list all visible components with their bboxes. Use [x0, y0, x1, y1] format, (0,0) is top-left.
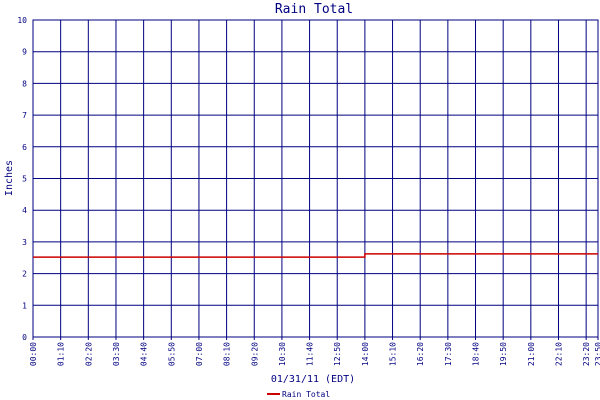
- series-line-rain-total: [33, 253, 598, 258]
- chart-title: Rain Total: [275, 2, 353, 17]
- x-tick-label: 03:30: [112, 342, 121, 366]
- y-tick-label: 10: [17, 16, 27, 25]
- x-tick-label: 10:30: [278, 342, 287, 366]
- y-tick-label: 6: [22, 143, 27, 152]
- x-tick-label: 02:20: [84, 342, 93, 366]
- x-tick-label: 16:20: [416, 342, 425, 366]
- y-tick-label: 9: [22, 48, 27, 57]
- x-tick-label: 15:10: [389, 342, 398, 366]
- legend-label: Rain Total: [282, 390, 330, 399]
- x-tick-label: 12:50: [333, 342, 342, 366]
- x-tick-label: 04:40: [140, 342, 149, 366]
- x-tick-label: 01:10: [57, 342, 66, 366]
- x-tick-label: 21:00: [527, 342, 536, 366]
- x-tick-label: 11:40: [306, 342, 315, 366]
- x-tick-label: 07:00: [195, 342, 204, 366]
- x-tick-label: 23:20: [582, 342, 591, 366]
- x-tick-label: 22:10: [554, 342, 563, 366]
- y-axis-label: Inches: [4, 160, 15, 196]
- y-tick-label: 0: [22, 333, 27, 342]
- y-tick-label: 5: [22, 175, 27, 184]
- x-tick-label: 00:00: [29, 342, 38, 366]
- y-tick-label: 3: [22, 238, 27, 247]
- legend: Rain Total: [267, 390, 330, 399]
- y-tick-label: 2: [22, 270, 27, 279]
- y-tick-label: 4: [22, 206, 27, 215]
- x-tick-label: 14:00: [361, 342, 370, 366]
- y-tick-label: 1: [22, 301, 27, 310]
- y-tick-label: 7: [22, 111, 27, 120]
- x-tick-label: 17:30: [444, 342, 453, 366]
- x-tick-label: 23:50: [594, 342, 600, 366]
- x-axis-label: 01/31/11 (EDT): [271, 374, 355, 385]
- x-tick-label: 09:20: [250, 342, 259, 366]
- x-tick-label: 18:40: [472, 342, 481, 366]
- x-tick-label: 05:50: [167, 342, 176, 366]
- x-tick-label: 08:10: [223, 342, 232, 366]
- y-tick-label: 8: [22, 79, 27, 88]
- x-tick-label: 19:50: [499, 342, 508, 366]
